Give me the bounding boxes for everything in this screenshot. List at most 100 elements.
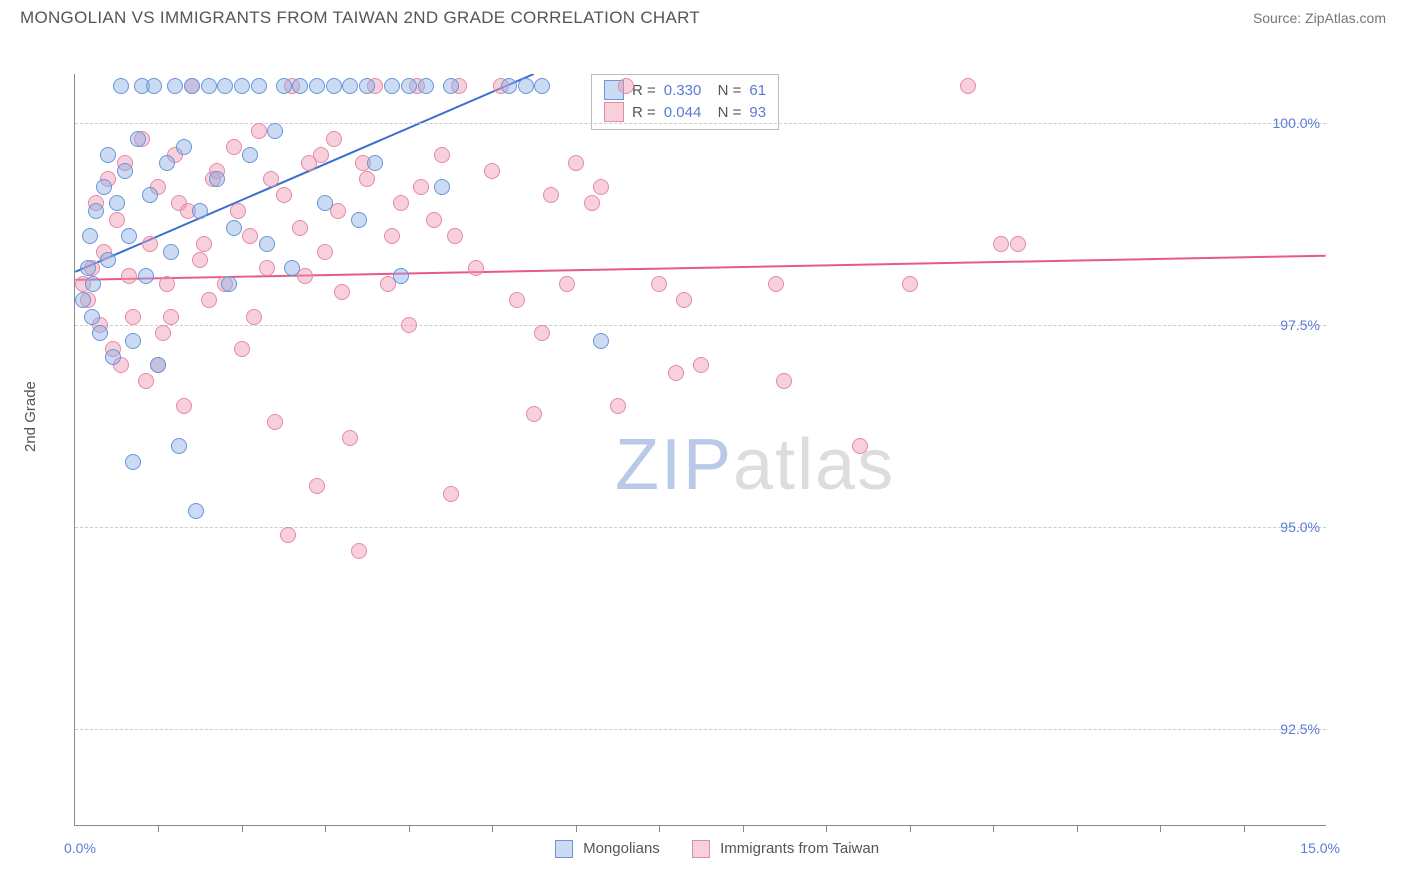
scatter-point-taiwan [342, 430, 358, 446]
chart-title: MONGOLIAN VS IMMIGRANTS FROM TAIWAN 2ND … [20, 8, 700, 28]
scatter-point-taiwan [121, 268, 137, 284]
scatter-point-taiwan [155, 325, 171, 341]
legend-swatch-mongolians [555, 840, 573, 858]
scatter-point-mongolians [342, 78, 358, 94]
scatter-point-mongolians [309, 78, 325, 94]
scatter-point-mongolians [393, 268, 409, 284]
scatter-point-mongolians [188, 503, 204, 519]
scatter-point-taiwan [142, 236, 158, 252]
scatter-point-taiwan [384, 228, 400, 244]
scatter-point-mongolians [82, 228, 98, 244]
gridline-h [75, 527, 1326, 528]
scatter-point-taiwan [960, 78, 976, 94]
scatter-point-taiwan [534, 325, 550, 341]
scatter-point-mongolians [176, 139, 192, 155]
ytick-label: 92.5% [1280, 721, 1320, 737]
scatter-point-taiwan [138, 373, 154, 389]
legend-label-mongolians: Mongolians [583, 840, 660, 857]
ytick-label: 97.5% [1280, 317, 1320, 333]
ytick-label: 100.0% [1273, 115, 1320, 131]
source-name: ZipAtlas.com [1305, 10, 1386, 26]
scatter-point-mongolians [138, 268, 154, 284]
scatter-point-mongolians [146, 78, 162, 94]
scatter-point-mongolians [518, 78, 534, 94]
xtick [993, 825, 994, 832]
legend-swatch-taiwan [692, 840, 710, 858]
scatter-point-mongolians [88, 203, 104, 219]
scatter-point-mongolians [163, 244, 179, 260]
scatter-point-taiwan [159, 276, 175, 292]
scatter-point-taiwan [693, 357, 709, 373]
scatter-point-mongolians [80, 260, 96, 276]
scatter-point-taiwan [447, 228, 463, 244]
scatter-point-mongolians [242, 147, 258, 163]
watermark: ZIPatlas [615, 424, 895, 506]
xtick [743, 825, 744, 832]
xtick [576, 825, 577, 832]
scatter-point-mongolians [326, 78, 342, 94]
scatter-point-taiwan [309, 478, 325, 494]
scatter-point-mongolians [192, 203, 208, 219]
watermark-zip: ZIP [615, 425, 733, 505]
scatter-point-mongolians [150, 357, 166, 373]
scatter-point-taiwan [568, 155, 584, 171]
scatter-point-mongolians [234, 78, 250, 94]
scatter-point-mongolians [201, 78, 217, 94]
scatter-point-taiwan [226, 139, 242, 155]
scatter-point-mongolians [418, 78, 434, 94]
scatter-point-mongolians [75, 292, 91, 308]
scatter-point-mongolians [251, 78, 267, 94]
scatter-point-taiwan [413, 179, 429, 195]
scatter-point-taiwan [192, 252, 208, 268]
legend-bottom: Mongolians Immigrants from Taiwan [18, 840, 1388, 858]
scatter-point-mongolians [367, 155, 383, 171]
scatter-point-taiwan [651, 276, 667, 292]
scatter-point-mongolians [167, 78, 183, 94]
stats-r-label: R = [632, 104, 656, 121]
scatter-point-taiwan [125, 309, 141, 325]
scatter-point-taiwan [852, 438, 868, 454]
scatter-point-mongolians [276, 78, 292, 94]
scatter-point-mongolians [100, 252, 116, 268]
xtick [1160, 825, 1161, 832]
scatter-point-mongolians [221, 276, 237, 292]
scatter-point-taiwan [292, 220, 308, 236]
scatter-point-taiwan [426, 212, 442, 228]
scatter-point-taiwan [351, 543, 367, 559]
stats-n-label: N = [709, 82, 741, 99]
scatter-point-mongolians [125, 454, 141, 470]
xtick [409, 825, 410, 832]
scatter-point-mongolians [226, 220, 242, 236]
scatter-point-taiwan [559, 276, 575, 292]
scatter-point-mongolians [501, 78, 517, 94]
stats-r-value-mongolians: 0.330 [664, 82, 702, 99]
y-axis-label: 2nd Grade [22, 381, 39, 452]
legend-label-taiwan: Immigrants from Taiwan [720, 840, 879, 857]
scatter-point-mongolians [359, 78, 375, 94]
scatter-point-mongolians [209, 171, 225, 187]
scatter-point-mongolians [184, 78, 200, 94]
scatter-point-mongolians [284, 260, 300, 276]
xtick [659, 825, 660, 832]
scatter-point-taiwan [251, 123, 267, 139]
source-attribution: Source: ZipAtlas.com [1253, 10, 1386, 26]
scatter-point-taiwan [259, 260, 275, 276]
scatter-point-mongolians [117, 163, 133, 179]
scatter-point-mongolians [317, 195, 333, 211]
scatter-point-taiwan [317, 244, 333, 260]
scatter-point-taiwan [234, 341, 250, 357]
scatter-point-taiwan [246, 309, 262, 325]
scatter-point-taiwan [676, 292, 692, 308]
xtick [1077, 825, 1078, 832]
gridline-h [75, 729, 1326, 730]
scatter-point-mongolians [351, 212, 367, 228]
scatter-point-taiwan [393, 195, 409, 211]
xtick [1244, 825, 1245, 832]
scatter-point-taiwan [443, 486, 459, 502]
scatter-point-mongolians [121, 228, 137, 244]
scatter-point-taiwan [768, 276, 784, 292]
scatter-point-taiwan [334, 284, 350, 300]
scatter-point-mongolians [105, 349, 121, 365]
scatter-point-taiwan [196, 236, 212, 252]
scatter-point-taiwan [313, 147, 329, 163]
